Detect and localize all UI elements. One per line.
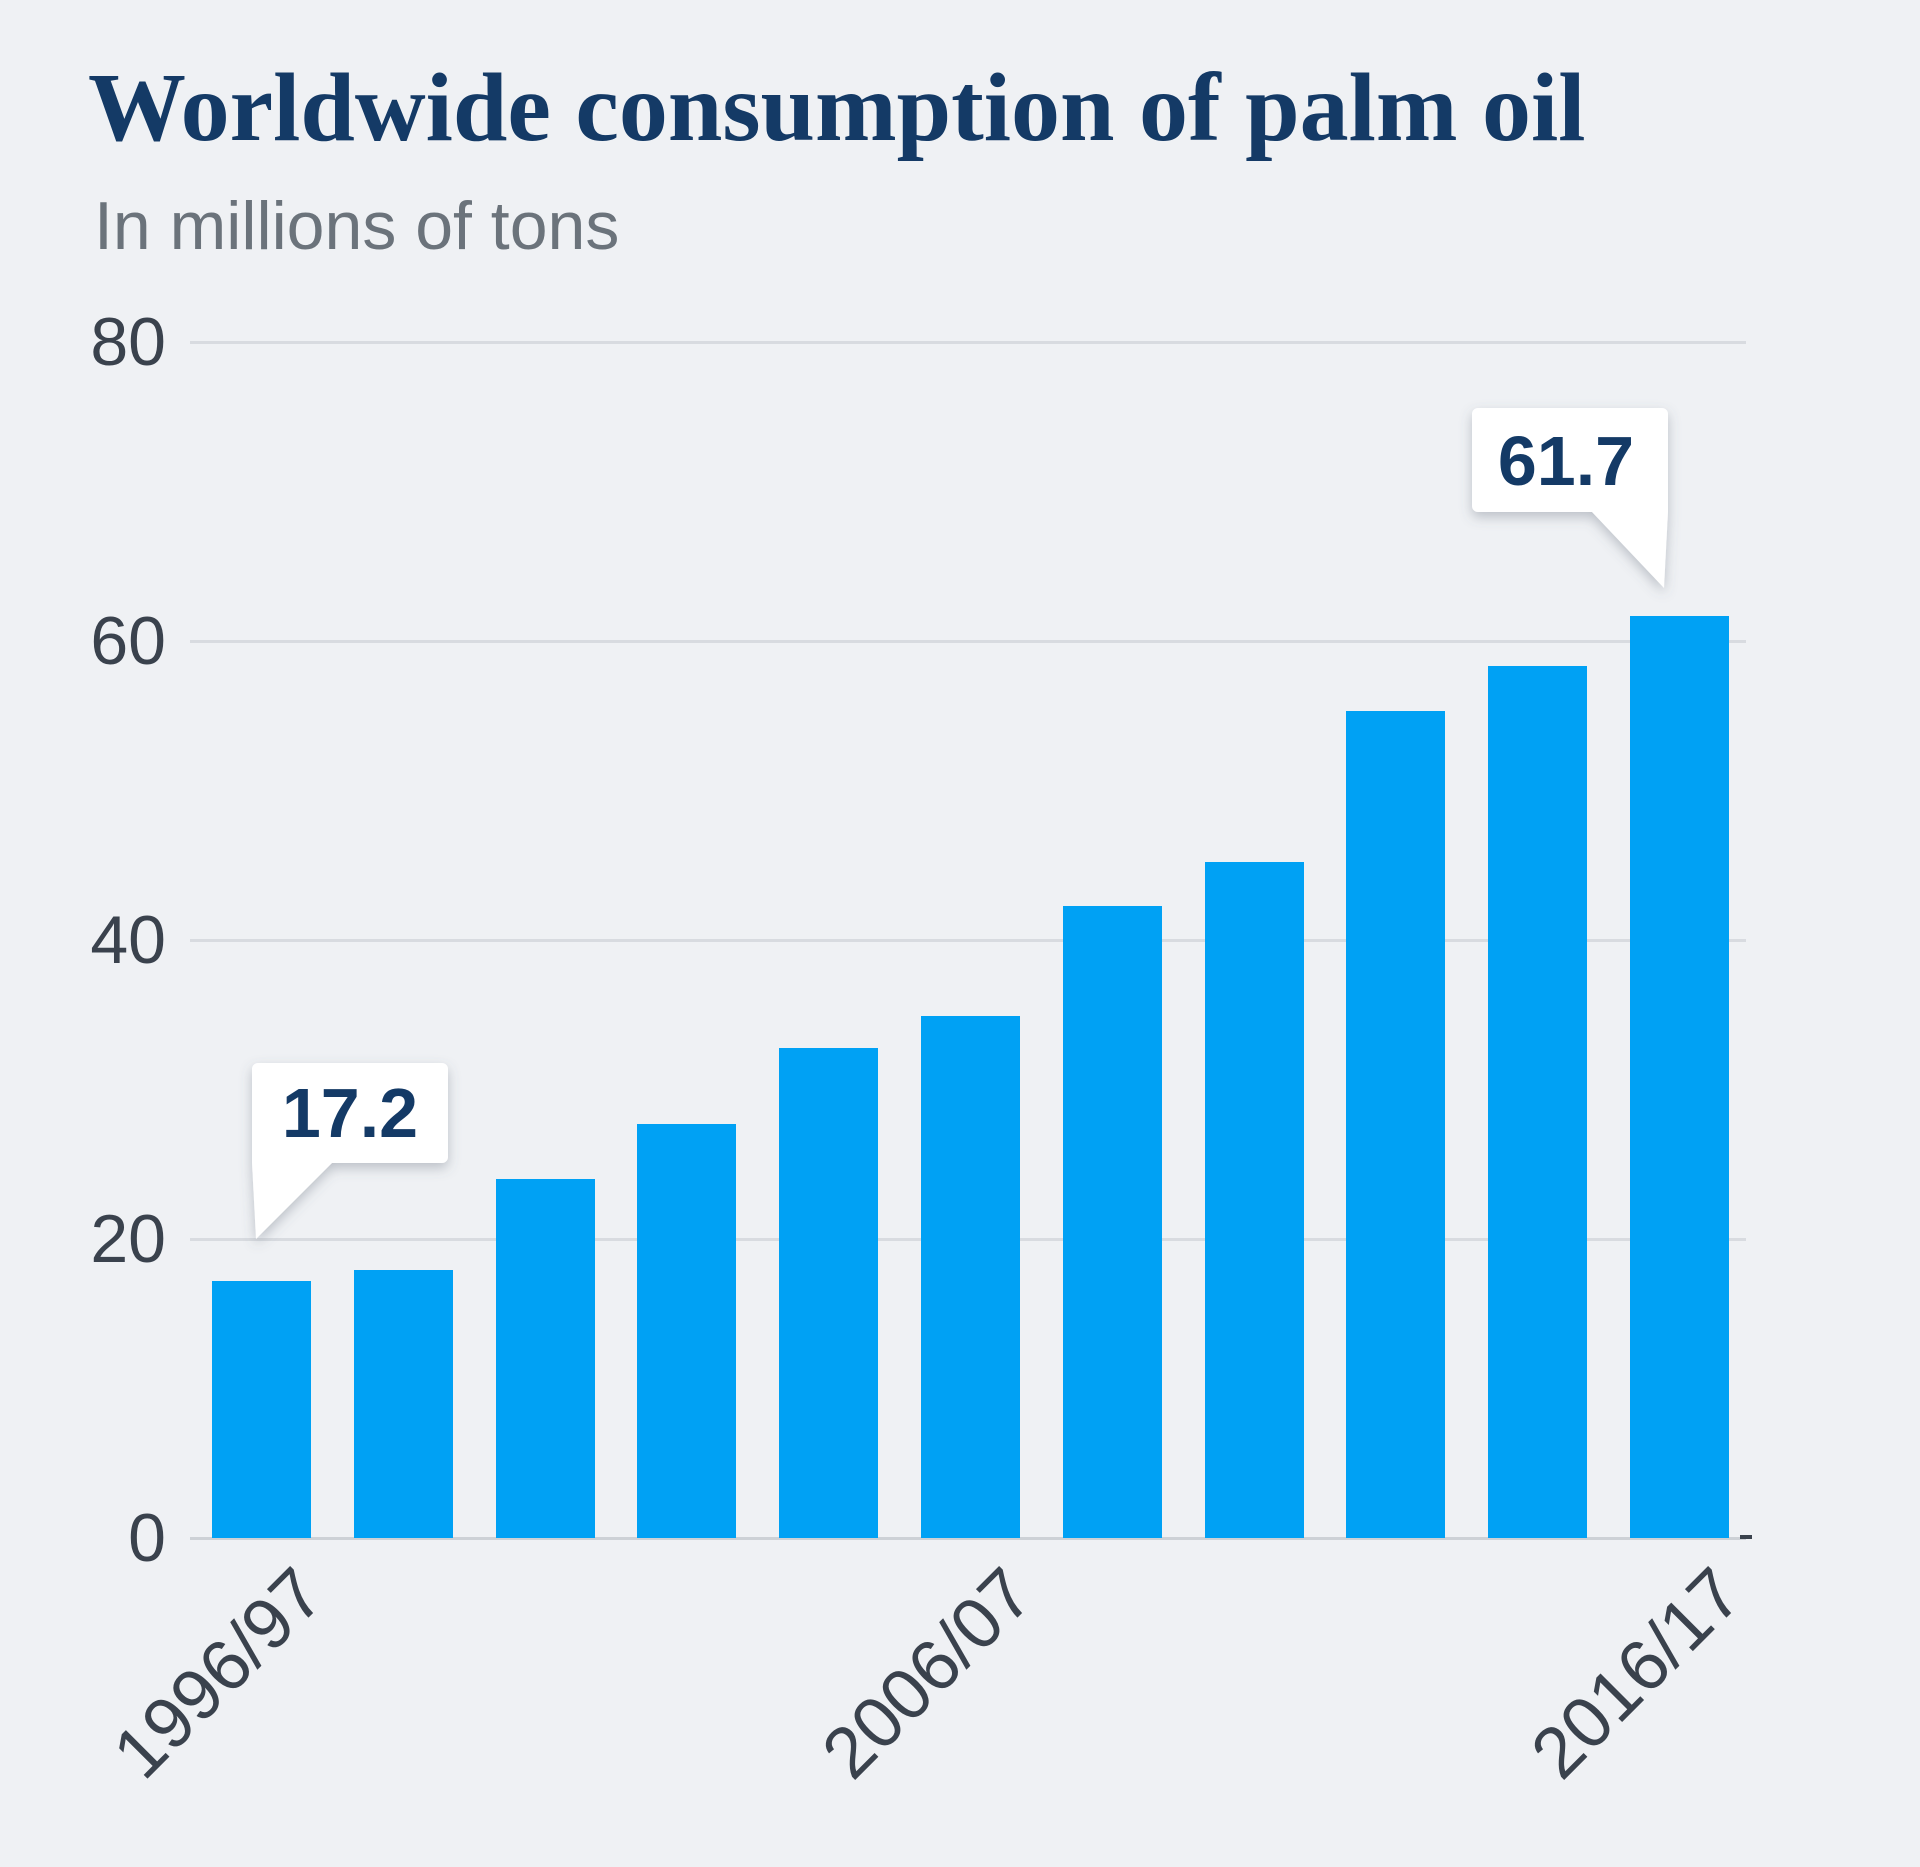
- y-axis-label-80: 80: [90, 304, 166, 380]
- bar-2002/03: [637, 1124, 736, 1538]
- chart-title: Worldwide consumption of palm oil: [88, 54, 1586, 162]
- callout-value: 61.7: [1498, 422, 1634, 500]
- gridline-60: [190, 640, 1746, 643]
- bar-2006/07: [921, 1016, 1020, 1538]
- bar-1998/99: [354, 1270, 453, 1538]
- bar-2000/01: [496, 1179, 595, 1538]
- callout-bubble: [1472, 408, 1668, 588]
- x-axis-label-1996/97: 1996/97: [98, 1553, 339, 1794]
- bar-2014/15: [1488, 666, 1587, 1538]
- callout-value: 17.2: [282, 1074, 418, 1152]
- bar-2016/17: [1630, 616, 1729, 1538]
- gridline-0: [190, 1537, 1746, 1540]
- chart-subtitle: In millions of tons: [94, 188, 620, 264]
- bar-2010/11: [1205, 862, 1304, 1538]
- gridline-80: [190, 341, 1746, 344]
- bar-2012/13: [1346, 711, 1445, 1538]
- gridline-40: [190, 939, 1746, 942]
- callout-last-bar: 61.7: [1472, 408, 1668, 588]
- y-axis-label-40: 40: [90, 902, 166, 978]
- bar-2004/05: [779, 1048, 878, 1538]
- bar-1996/97: [212, 1281, 311, 1538]
- x-axis-label-2016/17: 2016/17: [1516, 1553, 1757, 1794]
- x-axis-end-tick: [1740, 1535, 1752, 1539]
- y-axis-label-0: 0: [128, 1500, 166, 1576]
- y-axis-label-60: 60: [90, 603, 166, 679]
- bar-2008/09: [1063, 906, 1162, 1538]
- callout-bubble: [252, 1063, 448, 1239]
- y-axis-label-20: 20: [90, 1201, 166, 1277]
- x-axis-label-2006/07: 2006/07: [807, 1553, 1048, 1794]
- callout-first-bar: 17.2: [252, 1063, 448, 1239]
